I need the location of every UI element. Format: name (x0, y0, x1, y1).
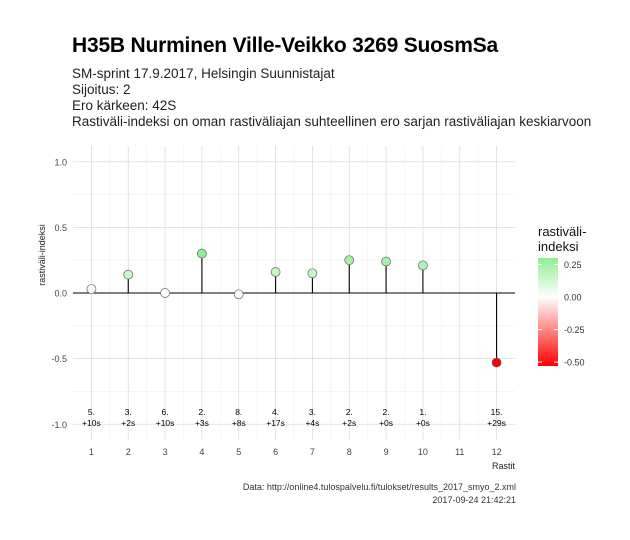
y-axis-title: rastiväli-indeksi (37, 224, 47, 286)
point-diff-label: +10s (156, 418, 175, 428)
timestamp-caption: 2017-09-24 21:42:21 (432, 495, 516, 505)
x-tick-label: 9 (384, 447, 389, 457)
data-point (381, 256, 391, 267)
point-diff-label: +0s (379, 418, 393, 428)
y-tick-label: 0.0 (54, 289, 67, 299)
x-tick-label: 3 (163, 447, 168, 457)
data-point (418, 260, 428, 271)
legend-title: rastiväli- indeksi (538, 224, 586, 254)
legend-title-line-1: rastiväli- (538, 224, 587, 239)
data-point (197, 248, 207, 259)
point-diff-label: +8s (232, 418, 246, 428)
x-tick-label: 1 (89, 447, 94, 457)
x-tick-label: 11 (455, 447, 464, 457)
data-point (123, 269, 134, 280)
point-diff-label: +17s (266, 418, 285, 428)
data-point (270, 267, 281, 277)
point-rank-label: 1. (419, 407, 426, 417)
subtitle-index-description: Rastiväli-indeksi on oman rastiväliajan … (72, 114, 592, 129)
point-rank-label: 15. (491, 407, 503, 417)
data-point (86, 284, 97, 294)
point-diff-label: +2s (342, 418, 356, 428)
chart-title: H35B Nurminen Ville-Veikko 3269 SuosmSa (72, 34, 499, 57)
y-tick-label: 0.5 (54, 223, 67, 233)
x-axis-title: Rastit (492, 461, 516, 471)
point-rank-label: 6. (162, 407, 169, 417)
data-point (233, 289, 244, 300)
point-diff-label: +3s (195, 418, 209, 428)
x-tick-label: 2 (126, 447, 131, 457)
point-rank-label: 5. (88, 407, 95, 417)
legend-tick-label: -0.25 (564, 325, 585, 335)
data-source-caption: Data: http://online4.tulospalvelu.fi/tul… (242, 482, 516, 492)
data-point (344, 255, 355, 266)
point-rank-label: 4. (272, 407, 279, 417)
point-rank-label: 2. (198, 407, 205, 417)
y-tick-label: 1.0 (54, 157, 67, 167)
x-tick-label: 5 (236, 447, 241, 457)
point-rank-label: 2. (383, 407, 390, 417)
legend-tick-label: 0.00 (564, 293, 582, 303)
point-rank-label: 8. (235, 407, 242, 417)
point-diff-label: +29s (487, 418, 506, 428)
point-rank-label: 3. (125, 407, 132, 417)
x-tick-label: 4 (199, 447, 204, 457)
subtitle-competition: SM-sprint 17.9.2017, Helsingin Suunnista… (72, 66, 335, 81)
x-tick-label: 7 (310, 447, 315, 457)
x-tick-label: 10 (418, 447, 428, 457)
legend-title-line-2: indeksi (538, 239, 579, 254)
data-point (307, 268, 318, 279)
legend-tick-label: -0.50 (564, 358, 585, 368)
legend-colorbar (538, 258, 558, 366)
point-diff-label: +0s (416, 418, 430, 428)
point-diff-label: +10s (82, 418, 101, 428)
y-tick-label: -1.0 (51, 420, 67, 430)
point-diff-label: +4s (305, 418, 319, 428)
point-rank-label: 2. (346, 407, 353, 417)
legend-tick-label: 0.25 (564, 260, 582, 270)
subtitle-placement: Sijoitus: 2 (72, 82, 131, 97)
subtitle-gap-to-leader: Ero kärkeen: 42S (72, 98, 177, 113)
x-tick-label: 8 (347, 447, 352, 457)
x-tick-label: 12 (492, 447, 502, 457)
x-tick-label: 6 (273, 447, 278, 457)
point-diff-label: +2s (121, 418, 135, 428)
point-rank-label: 3. (309, 407, 316, 417)
y-tick-label: -0.5 (51, 354, 67, 364)
data-point (160, 288, 170, 298)
data-point (491, 357, 502, 368)
